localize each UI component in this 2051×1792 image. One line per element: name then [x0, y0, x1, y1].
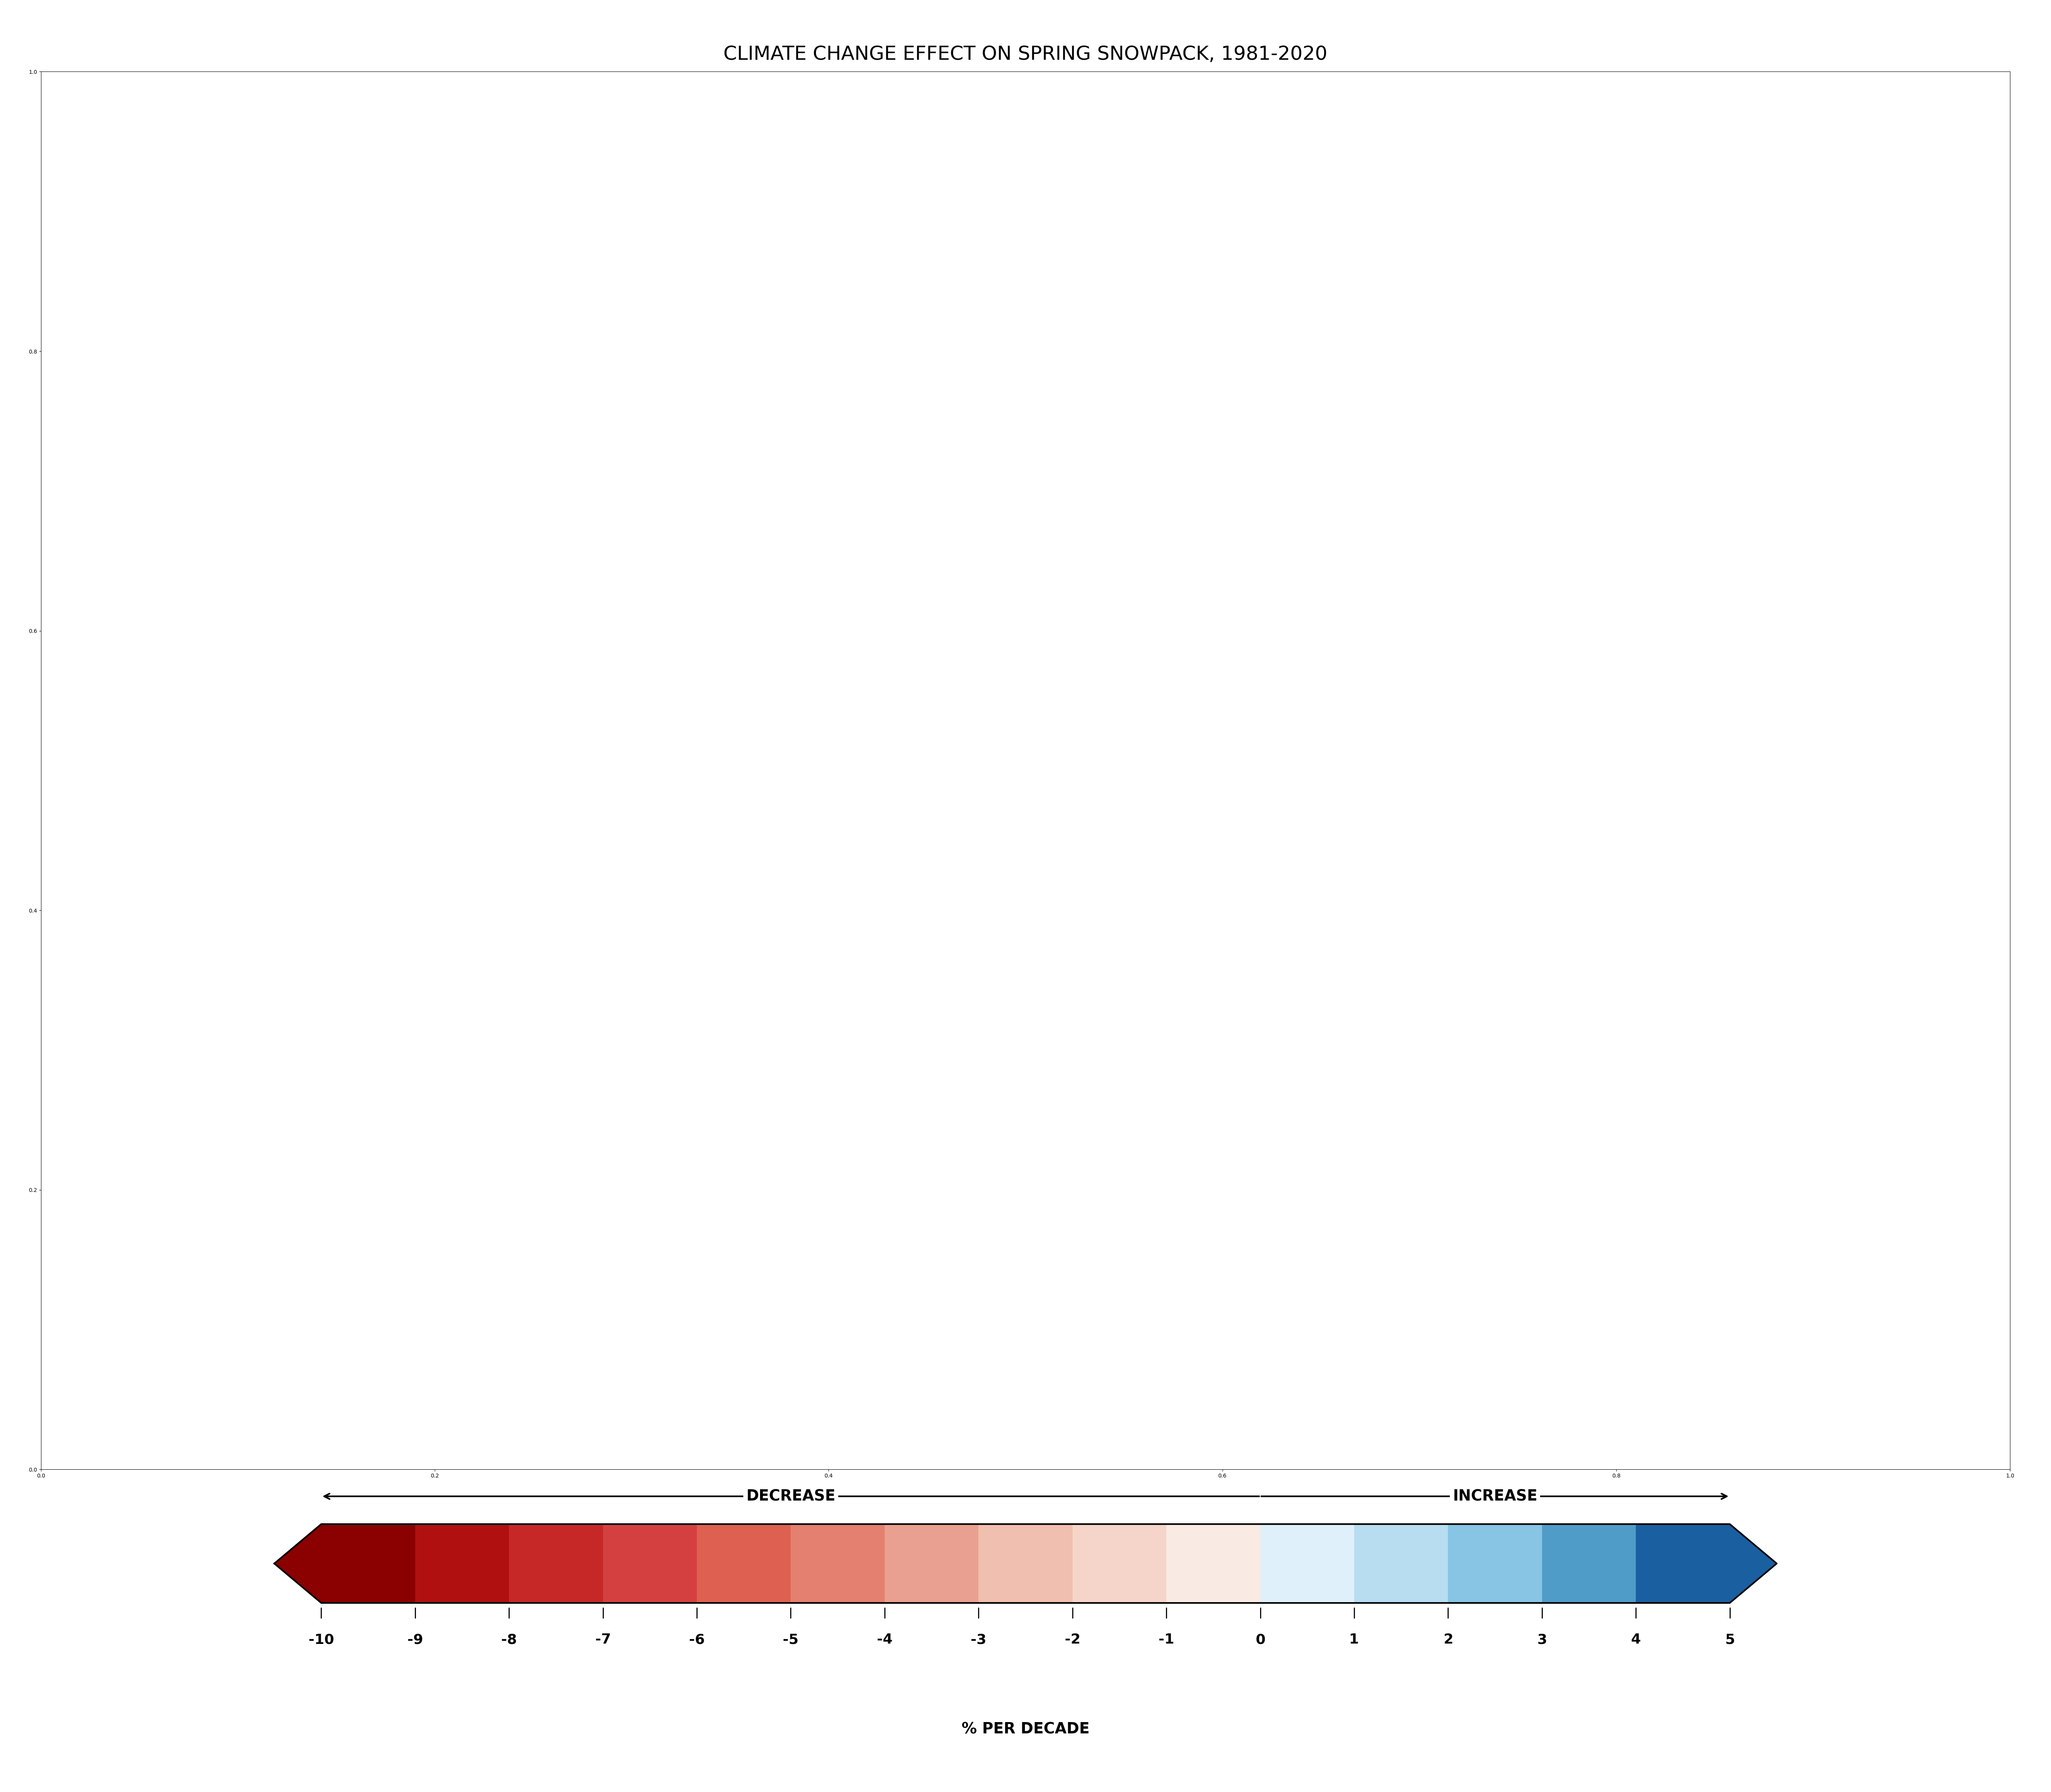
- Bar: [884, 1523, 978, 1602]
- Polygon shape: [275, 1523, 322, 1602]
- Text: -3: -3: [970, 1633, 987, 1647]
- Bar: [414, 1523, 509, 1602]
- Bar: [322, 1523, 414, 1602]
- Bar: [978, 1523, 1073, 1602]
- Text: 4: 4: [1631, 1633, 1641, 1647]
- Bar: [1448, 1523, 1542, 1602]
- Text: -7: -7: [595, 1633, 611, 1647]
- Text: -9: -9: [408, 1633, 423, 1647]
- Text: -10: -10: [308, 1633, 334, 1647]
- Text: % PER DECADE: % PER DECADE: [962, 1722, 1089, 1736]
- Text: 0: 0: [1255, 1633, 1265, 1647]
- Bar: [1167, 1523, 1259, 1602]
- Text: 1: 1: [1350, 1633, 1360, 1647]
- Text: -6: -6: [689, 1633, 706, 1647]
- Polygon shape: [1729, 1523, 1776, 1602]
- Text: -2: -2: [1064, 1633, 1081, 1647]
- Bar: [1354, 1523, 1448, 1602]
- Text: 2: 2: [1444, 1633, 1452, 1647]
- Bar: [509, 1523, 603, 1602]
- Bar: [1542, 1523, 1637, 1602]
- Text: -5: -5: [783, 1633, 798, 1647]
- Text: 3: 3: [1536, 1633, 1546, 1647]
- Text: -1: -1: [1159, 1633, 1175, 1647]
- Text: 5: 5: [1725, 1633, 1735, 1647]
- Bar: [1637, 1523, 1729, 1602]
- Text: -4: -4: [876, 1633, 892, 1647]
- Text: DECREASE: DECREASE: [747, 1489, 835, 1503]
- Text: CLIMATE CHANGE EFFECT ON SPRING SNOWPACK, 1981-2020: CLIMATE CHANGE EFFECT ON SPRING SNOWPACK…: [724, 45, 1327, 63]
- Bar: [1073, 1523, 1167, 1602]
- Bar: [792, 1523, 884, 1602]
- Bar: [1259, 1523, 1354, 1602]
- Bar: [603, 1523, 697, 1602]
- Text: -8: -8: [500, 1633, 517, 1647]
- Text: INCREASE: INCREASE: [1452, 1489, 1538, 1503]
- Bar: [697, 1523, 792, 1602]
